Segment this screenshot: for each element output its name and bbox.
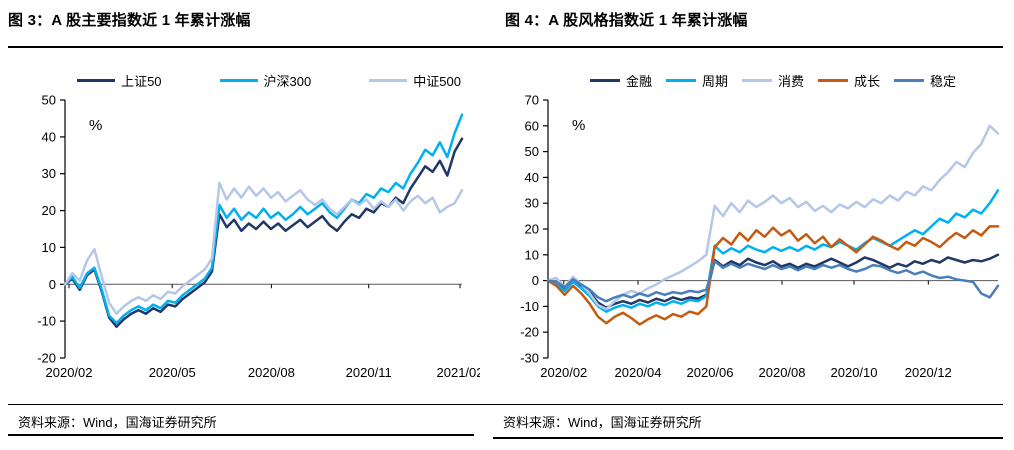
svg-text:20: 20 — [42, 203, 56, 218]
legend-item-consumer: 消费 — [741, 71, 804, 90]
svg-text:10: 10 — [42, 240, 56, 255]
svg-text:2020/05: 2020/05 — [149, 365, 196, 380]
svg-text:60: 60 — [525, 118, 539, 133]
svg-text:50: 50 — [42, 93, 56, 108]
svg-text:70: 70 — [525, 93, 539, 108]
legend-item-sse50: 上证50 — [77, 71, 162, 90]
figure3-source: 资料来源：Wind，国海证券研究所 — [18, 415, 217, 430]
svg-text:30: 30 — [42, 166, 56, 181]
figure4-chart-area: 金融 周期 消费 成长 稳定 70 60 50 40 30 20 10 0 -10 -20 -30 2… — [498, 70, 1006, 386]
legend-label: 金融 — [625, 73, 652, 89]
svg-text:%: % — [572, 117, 585, 134]
legend-label: 周期 — [701, 73, 728, 89]
svg-text:20: 20 — [525, 222, 539, 237]
svg-text:2020/02: 2020/02 — [540, 365, 587, 380]
svg-text:0: 0 — [532, 273, 539, 288]
svg-text:2020/08: 2020/08 — [248, 365, 295, 380]
svg-text:2020/02: 2020/02 — [46, 365, 93, 380]
financial-line-swatch — [589, 78, 620, 82]
legend-label: 成长 — [854, 73, 881, 89]
figure4-bottom-border — [493, 437, 1003, 439]
consumer-line-swatch — [741, 78, 772, 82]
svg-text:40: 40 — [525, 170, 539, 185]
figure3-legend: 上证50 沪深300 中证500 — [10, 70, 480, 90]
svg-text:-20: -20 — [37, 351, 56, 366]
svg-text:-10: -10 — [37, 314, 56, 329]
svg-text:2020/08: 2020/08 — [759, 365, 806, 380]
svg-text:2020/06: 2020/06 — [687, 365, 734, 380]
legend-label: 消费 — [777, 73, 804, 89]
svg-text:-30: -30 — [520, 351, 539, 366]
legend-item-cyclical: 周期 — [665, 71, 728, 90]
legend-label: 沪深300 — [263, 73, 312, 89]
cyclical-line-swatch — [665, 78, 696, 82]
svg-text:%: % — [89, 117, 102, 134]
legend-label: 稳定 — [930, 73, 957, 89]
svg-text:50: 50 — [525, 144, 539, 159]
figure3-title: 图 3：A 股主要指数近 1 年累计涨幅 — [8, 12, 251, 29]
legend-item-financial: 金融 — [589, 71, 652, 90]
figure4-title: 图 4：A 股风格指数近 1 年累计涨幅 — [505, 12, 748, 29]
svg-text:2020/11: 2020/11 — [346, 365, 392, 380]
sse50-line-swatch — [77, 78, 116, 82]
svg-text:0: 0 — [49, 277, 56, 292]
svg-text:-20: -20 — [520, 325, 539, 340]
svg-text:2020/12: 2020/12 — [905, 365, 952, 380]
legend-label: 上证50 — [121, 73, 162, 89]
title-divider-line — [8, 46, 1003, 48]
figure4-source: 资料来源：Wind，国海证券研究所 — [503, 415, 702, 430]
figure4-legend: 金融 周期 消费 成长 稳定 — [498, 70, 1006, 90]
legend-item-csi300: 沪深300 — [219, 71, 312, 90]
legend-label: 中证500 — [413, 73, 461, 89]
svg-text:2020/04: 2020/04 — [615, 365, 662, 380]
svg-text:-10: -10 — [520, 299, 539, 314]
svg-text:2020/10: 2020/10 — [831, 365, 878, 380]
growth-line-swatch — [818, 78, 848, 82]
svg-text:30: 30 — [525, 196, 539, 211]
csi300-line-swatch — [219, 78, 258, 82]
svg-text:10: 10 — [525, 247, 539, 262]
svg-text:40: 40 — [42, 129, 56, 144]
legend-item-growth: 成长 — [818, 71, 880, 90]
svg-text:2021/02: 2021/02 — [437, 365, 481, 380]
legend-item-csi500: 中证500 — [369, 71, 461, 90]
figure3-bottom-border — [8, 434, 474, 436]
stable-line-swatch — [894, 78, 925, 82]
figure3-chart-area: 上证50 沪深300 中证500 50 40 30 20 10 0 -10 -20 2020/0… — [10, 70, 480, 386]
source-divider-top — [8, 404, 1003, 405]
legend-item-stable: 稳定 — [894, 71, 956, 90]
csi500-line-swatch — [369, 78, 408, 82]
